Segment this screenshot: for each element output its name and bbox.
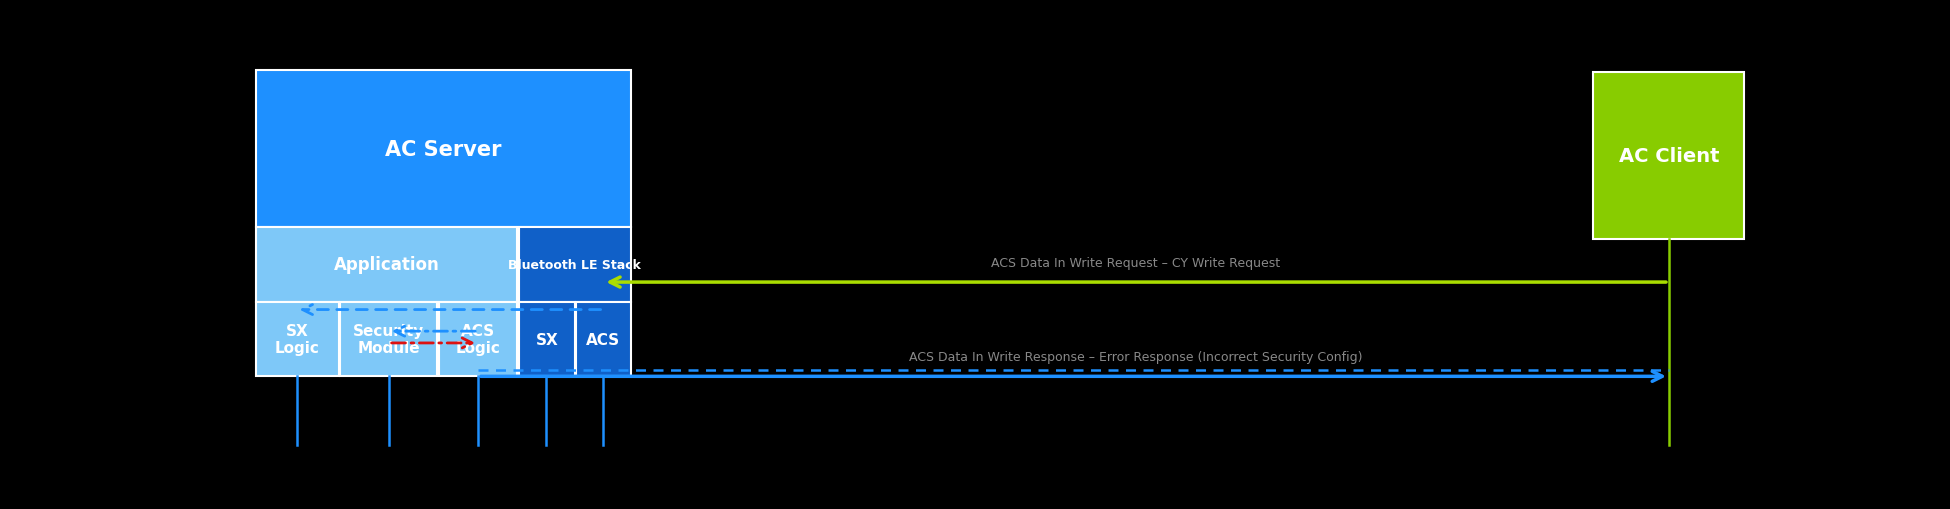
Text: ACS Data In Write Request – CY Write Request: ACS Data In Write Request – CY Write Req…	[991, 257, 1279, 270]
FancyBboxPatch shape	[341, 302, 437, 377]
FancyBboxPatch shape	[255, 71, 630, 228]
Text: ACS
Logic: ACS Logic	[456, 323, 501, 355]
Text: Application: Application	[333, 256, 439, 274]
Text: Security
Module: Security Module	[353, 323, 425, 355]
Text: ACS Data In Write Response – Error Response (Incorrect Security Config): ACS Data In Write Response – Error Respo…	[909, 351, 1363, 363]
Text: SX
Logic: SX Logic	[275, 323, 320, 355]
Text: AC Client: AC Client	[1618, 147, 1720, 165]
Text: ACS: ACS	[587, 332, 620, 347]
Text: Bluetooth LE Stack: Bluetooth LE Stack	[509, 259, 642, 271]
FancyBboxPatch shape	[577, 302, 630, 377]
FancyBboxPatch shape	[255, 228, 517, 302]
FancyBboxPatch shape	[255, 302, 339, 377]
FancyBboxPatch shape	[519, 228, 630, 302]
Text: SX: SX	[536, 332, 558, 347]
Text: AC Server: AC Server	[384, 139, 501, 159]
FancyBboxPatch shape	[1593, 73, 1745, 239]
FancyBboxPatch shape	[439, 302, 517, 377]
FancyBboxPatch shape	[519, 302, 575, 377]
